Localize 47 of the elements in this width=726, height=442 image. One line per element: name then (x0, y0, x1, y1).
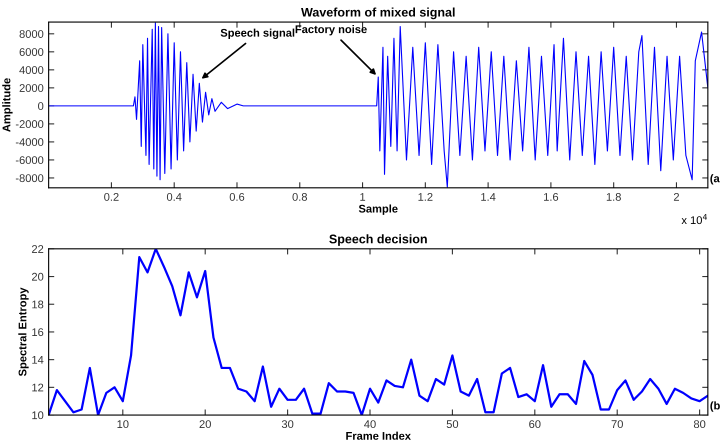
y-tick-label: 4000 (19, 66, 44, 74)
x-tick-label: 20 (200, 420, 211, 428)
text: x 10$^{4}$ (682, 214, 708, 224)
x-tick-label: 0.4 (166, 193, 182, 201)
y-tick-label: 0 (38, 102, 44, 110)
y-tick-label: 18 (32, 300, 44, 308)
x-tick-label: 60 (529, 420, 541, 428)
x-tick-label: 1 (360, 193, 366, 201)
y-tick-label: 12 (32, 384, 44, 392)
y-tick-label: -6000 (16, 156, 44, 164)
y-tick-label: 14 (32, 356, 44, 364)
annotation: Factory noise (296, 25, 367, 36)
y-tick-label: 8000 (20, 30, 44, 38)
y-axis-title: Amplitude (2, 78, 13, 132)
x-tick-label: 30 (282, 420, 294, 428)
line-series (48, 22, 708, 188)
x-tick-label: 2 (674, 193, 679, 201)
y-tick-label: 22 (32, 245, 44, 253)
y-axis-title: Spectral Entropy (18, 288, 29, 376)
chart-title: Waveform of mixed signal (301, 7, 455, 20)
x-tick-label: 10 (117, 420, 129, 428)
x-tick-label: 0.2 (104, 193, 119, 201)
y-tick-label: -4000 (16, 138, 44, 146)
x-axis-title: Sample (358, 204, 398, 215)
line-series (48, 248, 708, 416)
x-tick-label: 1.2 (418, 193, 432, 201)
x-tick-label: 0.8 (292, 193, 308, 201)
x-tick-label: 1.8 (606, 193, 621, 201)
x-tick-label: 80 (694, 420, 706, 428)
y-tick-label: 16 (32, 328, 44, 336)
x-tick-label: 1.6 (544, 193, 558, 201)
y-tick-label: 6000 (20, 48, 44, 56)
x-tick-label: 40 (364, 420, 376, 428)
x-tick-label: 50 (446, 420, 458, 428)
y-tick-label: 10 (32, 411, 44, 420)
x-tick-label: 1.4 (481, 193, 496, 201)
text: (a (710, 174, 720, 185)
text: (b (710, 401, 720, 412)
x-tick-label: 70 (612, 420, 623, 428)
x-tick-label: 0.6 (230, 193, 244, 201)
y-tick-label: -8000 (16, 174, 44, 182)
y-tick-label: 2000 (20, 84, 44, 92)
y-tick-label: 20 (32, 272, 44, 281)
annotation: Speech signal (220, 28, 294, 39)
chart-title: Speech decision (329, 234, 427, 246)
x-axis-title: Frame Index (346, 432, 411, 440)
y-tick-label: -2000 (16, 120, 44, 128)
